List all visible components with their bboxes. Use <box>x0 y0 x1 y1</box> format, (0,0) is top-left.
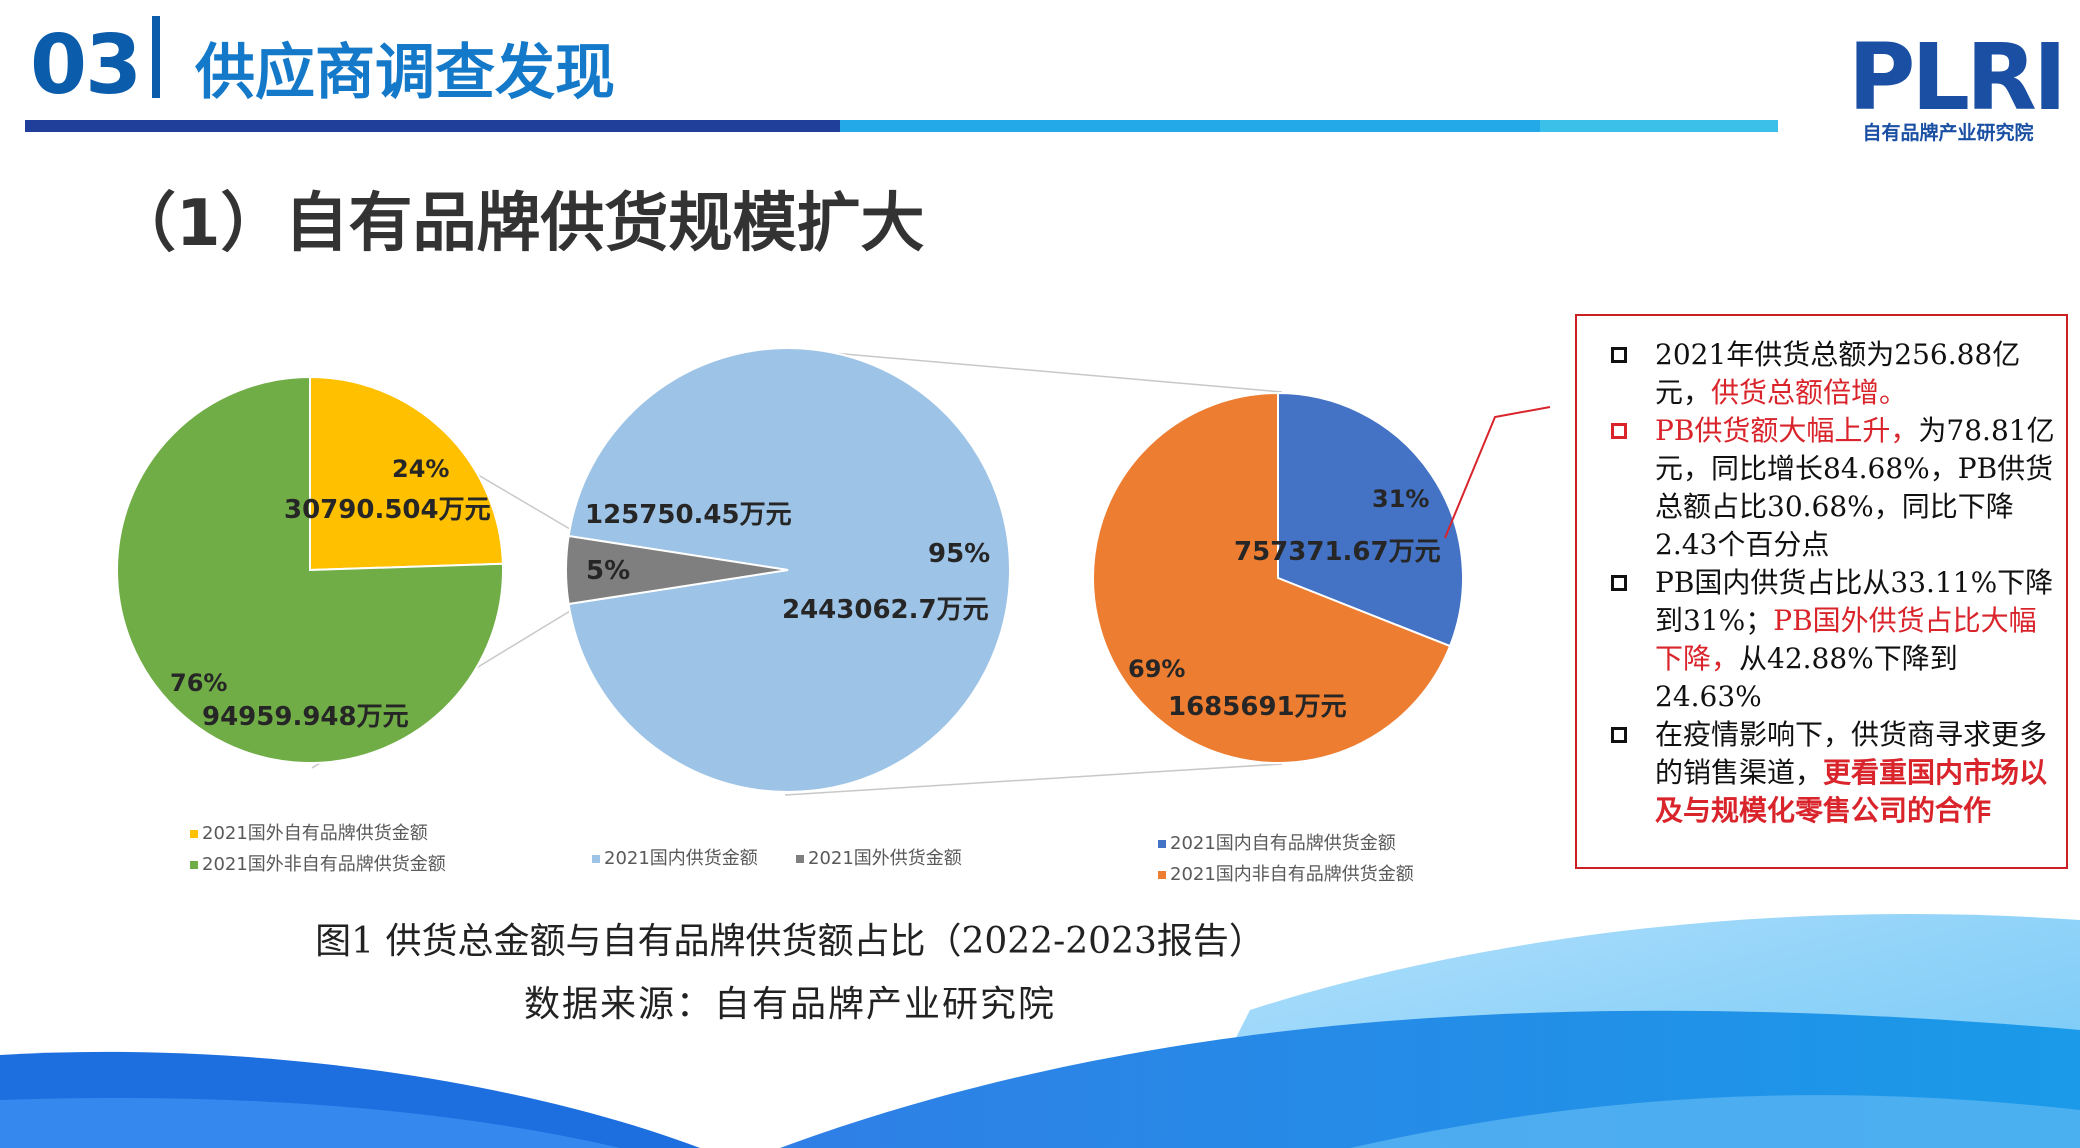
pie-slice <box>116 375 504 764</box>
pie-slice <box>565 534 789 606</box>
checkbox-icon <box>1611 347 1627 363</box>
finding-text: PB国内供货占比从33.11%下降到31%； <box>1655 566 2054 637</box>
findings-box: 2021年供货总额为256.88亿元，供货总额倍增。 PB供货额大幅上升，为78.… <box>1575 314 2068 869</box>
legend-swatch <box>1158 840 1166 848</box>
legend-label: 2021国内非自有品牌供货金额 <box>1170 864 1414 885</box>
connector-line <box>784 763 1283 796</box>
legend-swatch <box>190 830 198 838</box>
finding-item: 在疫情影响下，供货商寻求更多的销售渠道，更看重国内市场以及与规模化零售公司的合作 <box>1577 716 2066 830</box>
findings-list: 2021年供货总额为256.88亿元，供货总额倍增。 PB供货额大幅上升，为78.… <box>1577 316 2066 830</box>
data-label: 2443062.7万元 <box>782 595 989 625</box>
legend-label: 2021国外自有品牌供货金额 <box>202 823 428 844</box>
checkbox-icon <box>1611 423 1627 439</box>
data-label: 95% <box>928 539 990 569</box>
legend-chart2-item2: 2021国外供货金额 <box>796 844 962 870</box>
data-label: 30790.504万元 <box>284 495 491 525</box>
header-separator <box>152 16 160 98</box>
legend-chart1-item2: 2021国外非自有品牌供货金额 <box>190 850 446 876</box>
data-label: 24% <box>392 455 449 483</box>
legend-label: 2021国外非自有品牌供货金额 <box>202 854 446 875</box>
legend-chart3-item2: 2021国内非自有品牌供货金额 <box>1158 860 1414 886</box>
legend-label: 2021国内自有品牌供货金额 <box>1170 833 1396 854</box>
logo-wordmark: PLRI <box>1848 24 2067 131</box>
section-title: （1）自有品牌供货规模扩大 <box>112 187 925 261</box>
figure-caption: 图1 供货总金额与自有品牌供货额占比（2022-2023报告） <box>315 921 1265 962</box>
legend-label: 2021国内供货金额 <box>604 848 758 869</box>
finding-item: 2021年供货总额为256.88亿元，供货总额倍增。 <box>1577 336 2066 412</box>
pie-slice <box>1277 391 1464 648</box>
plri-logo: PLRI 自有品牌产业研究院 <box>1848 24 2067 145</box>
finding-text: 从42.88%下降到24.63% <box>1655 642 1958 713</box>
data-label: 31% <box>1372 485 1429 513</box>
callout-line <box>1444 406 1551 539</box>
data-label: 5% <box>586 556 630 586</box>
data-label: 757371.67万元 <box>1234 537 1441 567</box>
legend-chart1-item1: 2021国外自有品牌供货金额 <box>190 819 428 845</box>
data-source: 数据来源：自有品牌产业研究院 <box>523 984 1056 1025</box>
pie-slice <box>1092 391 1452 764</box>
legend-swatch <box>1158 871 1166 879</box>
finding-item: PB国内供货占比从33.11%下降到31%；PB国外供货占比大幅下降，从42.8… <box>1577 564 2066 716</box>
connector-line <box>774 347 1283 393</box>
data-label: 1685691万元 <box>1168 692 1347 722</box>
legend-swatch <box>796 855 804 863</box>
data-label: 76% <box>170 669 227 697</box>
pie-slice <box>309 375 504 572</box>
data-label: 69% <box>1128 655 1185 683</box>
section-number: 03 <box>30 18 142 113</box>
legend-swatch <box>592 855 600 863</box>
legend-chart2-item1: 2021国内供货金额 <box>592 844 758 870</box>
finding-text: PB供货额大幅上升， <box>1655 414 1919 447</box>
data-label: 94959.948万元 <box>202 702 409 732</box>
pie-of-pie-charts: 24% 30790.504万元 76% 94959.948万元 125750.45万元 5… <box>116 347 1551 796</box>
finding-text: 在疫情影响下，供货商寻求更多的销售渠道， <box>1655 718 2048 789</box>
legend-swatch <box>190 861 198 869</box>
checkbox-icon <box>1611 727 1627 743</box>
finding-text: PB国外供货占比大幅下降， <box>1655 604 2037 675</box>
page-title: 供应商调查发现 <box>195 38 615 108</box>
finding-text: 2021年供货总额为256.88亿元， <box>1655 338 2021 409</box>
header-rule-light <box>1540 120 1778 132</box>
checkbox-icon <box>1611 575 1627 591</box>
header-rule-mid <box>840 120 1540 132</box>
finding-item: PB供货额大幅上升，为78.81亿元，同比增长84.68%，PB供货总额占比30… <box>1577 412 2066 564</box>
legend-chart3-item1: 2021国内自有品牌供货金额 <box>1158 829 1396 855</box>
logo-subtitle: 自有品牌产业研究院 <box>1862 122 2034 144</box>
header-rule-dark <box>25 120 840 132</box>
finding-text: 更看重国内市场以及与规模化零售公司的合作 <box>1655 756 2048 827</box>
finding-text: 供货总额倍增。 <box>1711 376 1908 409</box>
pie-slice <box>567 347 1011 793</box>
legend-label: 2021国外供货金额 <box>808 848 962 869</box>
data-label: 125750.45万元 <box>585 500 792 530</box>
finding-text: 为78.81亿元，同比增长84.68%，PB供货总额占比30.68%，同比下降2… <box>1655 414 2055 561</box>
